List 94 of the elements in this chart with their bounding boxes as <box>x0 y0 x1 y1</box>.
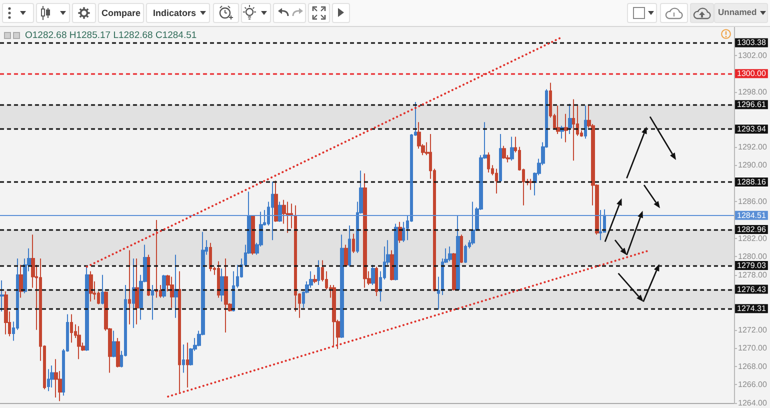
candlestick <box>19 264 23 298</box>
candlestick <box>70 314 73 344</box>
candlestick <box>128 250 131 325</box>
candlestick <box>0 280 4 312</box>
y-tick-label: 1290.00 <box>738 160 768 170</box>
candlestick <box>155 220 158 298</box>
ref-line-label: 1274.31 <box>737 304 766 314</box>
candlestick <box>89 270 93 302</box>
candlestick <box>170 276 174 308</box>
candlestick <box>54 358 58 398</box>
candlestick <box>174 254 178 318</box>
ref-line-label: 1279.03 <box>737 261 766 270</box>
candlestick <box>4 290 8 335</box>
ref-line-label: 1288.16 <box>737 177 766 186</box>
candlestick <box>375 266 378 296</box>
candlestick <box>116 338 120 368</box>
candlestick <box>135 258 139 325</box>
candlestick <box>340 234 344 339</box>
y-tick-label: 1292.00 <box>738 142 768 152</box>
ref-line-label: 1300.00 <box>737 69 766 78</box>
candlestick <box>572 98 575 162</box>
candlestick <box>278 201 282 222</box>
candlestick <box>344 244 348 268</box>
candlestick <box>182 344 185 374</box>
candlestick <box>85 266 89 352</box>
candlestick <box>313 274 317 284</box>
candlestick <box>220 268 224 302</box>
candlestick <box>47 368 50 392</box>
ref-line-label: 1282.96 <box>737 225 766 234</box>
candlestick <box>290 203 293 229</box>
indicators-button: Indicators <box>146 3 210 23</box>
candlestick <box>460 234 463 264</box>
candlestick <box>77 326 81 360</box>
ref-line-label: 1293.94 <box>737 124 766 134</box>
y-tick-label: 1282.00 <box>738 234 768 243</box>
candlestick <box>464 244 467 264</box>
candlestick <box>371 264 375 286</box>
candlestick <box>217 260 220 298</box>
candlestick <box>286 201 290 234</box>
candlestick <box>348 225 351 268</box>
ref-line-label: 1303.38 <box>737 38 766 48</box>
y-tick-label: 1264.00 <box>738 398 768 408</box>
candlestick <box>251 214 255 256</box>
candlestick <box>186 342 189 388</box>
candlestick <box>390 250 394 281</box>
candlestick <box>398 221 402 244</box>
ref-line-label: 1284.51 <box>737 210 766 220</box>
y-tick-label: 1268.00 <box>738 362 768 371</box>
candlestick <box>437 276 440 310</box>
candlestick <box>556 105 560 135</box>
ref-line-label: 1276.43 <box>737 284 766 294</box>
candlestick <box>132 258 135 328</box>
y-tick-label: 1298.00 <box>738 87 768 96</box>
name-label: Unnamed <box>718 7 757 18</box>
candlestick <box>564 113 568 143</box>
candlestick <box>584 105 587 140</box>
candlestick <box>394 223 398 281</box>
y-tick-label: 1286.00 <box>738 197 768 206</box>
y-tick-label: 1278.00 <box>738 270 768 280</box>
y-tick-label: 1270.00 <box>738 344 768 353</box>
y-tick-label: 1266.00 <box>738 380 768 390</box>
candlestick <box>50 364 54 388</box>
candlestick <box>224 258 228 334</box>
candlestick <box>271 181 274 241</box>
candlestick <box>352 233 355 254</box>
candlestick <box>568 103 572 135</box>
y-tick-label: 1272.00 <box>738 325 768 334</box>
candlestick <box>448 246 452 262</box>
candlestick <box>178 270 181 393</box>
candlestick <box>452 252 456 291</box>
candlestick <box>529 178 533 190</box>
candlestick <box>112 330 116 358</box>
candlestick <box>456 214 460 290</box>
candlestick <box>147 254 150 296</box>
candlestick <box>274 180 278 222</box>
candlestick <box>499 134 502 182</box>
candlestick <box>510 136 514 162</box>
candlestick <box>317 260 320 286</box>
candlestick <box>332 284 336 348</box>
annotation: O1282.68 H1285.17 L1282.68 C1284.51 <box>25 30 197 41</box>
candlestick <box>471 201 475 246</box>
candlestick <box>487 152 490 173</box>
candlestick <box>151 284 154 320</box>
candlestick <box>209 242 212 272</box>
y-tick-label: 1280.00 <box>738 252 768 262</box>
y-tick-label: 1302.00 <box>738 50 768 60</box>
candlestick <box>599 209 602 241</box>
candlestick <box>162 274 166 298</box>
compare-button: Compare <box>98 3 144 23</box>
ref-line-label: 1296.61 <box>737 100 766 110</box>
candlestick <box>502 145 506 160</box>
candlestick <box>101 274 104 305</box>
candlestick <box>495 168 498 194</box>
candlestick <box>363 172 367 288</box>
